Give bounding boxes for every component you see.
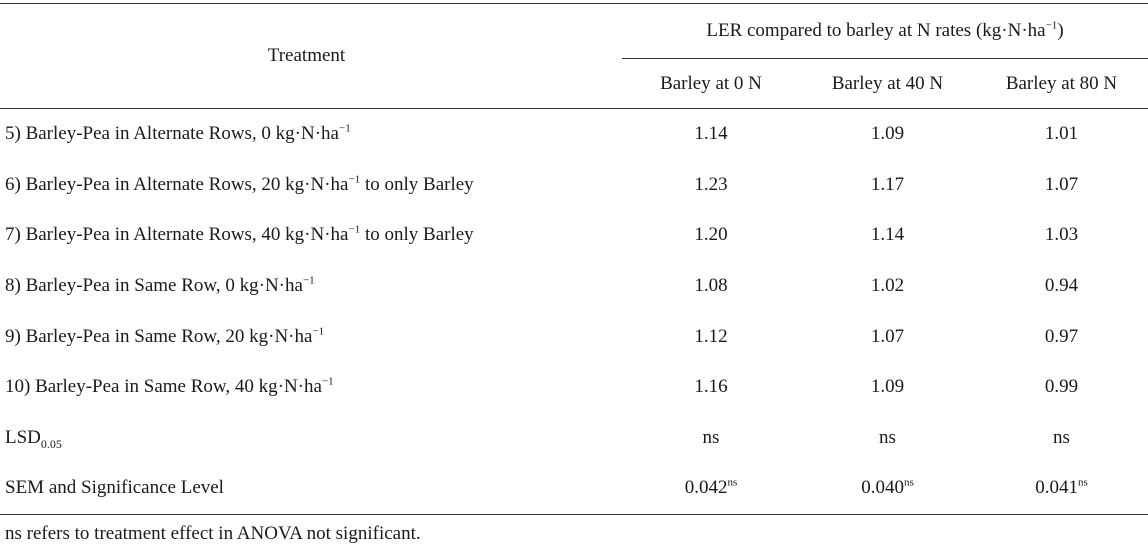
table-row: 5) Barley-Pea in Alternate Rows, 0 kg·N·… bbox=[0, 109, 1148, 160]
unit-exponent: −1 bbox=[302, 274, 315, 287]
treatment-column-header: Treatment bbox=[0, 3, 622, 109]
ler-value-0n: 1.14 bbox=[694, 123, 728, 145]
ler-group-header: LER compared to barley at N rates (kg·N·… bbox=[622, 3, 1148, 59]
lsd-label: LSD bbox=[5, 426, 41, 448]
treatment-label: 5) Barley-Pea in Alternate Rows, 0 kg·N·… bbox=[5, 123, 339, 145]
data-table-container: Treatment LER compared to barley at N ra… bbox=[0, 3, 1148, 515]
ler-table: Treatment LER compared to barley at N ra… bbox=[0, 3, 1148, 515]
ler-value-40n: 1.09 bbox=[870, 376, 905, 398]
ler-group-header-text: LER compared to barley at N rates (kg·N·… bbox=[706, 20, 1046, 41]
treatment-label-suffix: to only Barley bbox=[360, 224, 474, 246]
subheader-barley-40n: Barley at 40 N bbox=[800, 58, 975, 109]
treatment-cell: 6) Barley-Pea in Alternate Rows, 20 kg·N… bbox=[0, 160, 622, 211]
sem-significance-40n: ns bbox=[903, 477, 914, 490]
sem-value-80n-cell: 0.041ns bbox=[975, 463, 1148, 515]
ler-value-80n: 0.94 bbox=[1044, 275, 1079, 297]
ler-value-0n: 1.12 bbox=[694, 325, 728, 347]
lsd-value-0n: ns bbox=[702, 426, 720, 448]
lsd-label-cell: LSD0.05 bbox=[0, 413, 622, 464]
ler-value-40n: 1.07 bbox=[870, 325, 905, 347]
table-footnote: ns refers to treatment effect in ANOVA n… bbox=[5, 523, 421, 544]
ler-group-header-close: ) bbox=[1057, 20, 1064, 41]
sem-value-40n-cell: 0.040ns bbox=[800, 463, 975, 515]
treatment-cell: 9) Barley-Pea in Same Row, 20 kg·N·ha−1 bbox=[0, 311, 622, 362]
table-row: 8) Barley-Pea in Same Row, 0 kg·N·ha−1 1… bbox=[0, 261, 1148, 312]
ler-value-80n: 1.01 bbox=[1044, 123, 1079, 145]
table-row: 10) Barley-Pea in Same Row, 40 kg·N·ha−1… bbox=[0, 362, 1148, 413]
table-row: 9) Barley-Pea in Same Row, 20 kg·N·ha−1 … bbox=[0, 311, 1148, 362]
treatment-cell: 5) Barley-Pea in Alternate Rows, 0 kg·N·… bbox=[0, 109, 622, 160]
treatment-cell: 10) Barley-Pea in Same Row, 40 kg·N·ha−1 bbox=[0, 362, 622, 413]
sem-value-0n: 0.042 bbox=[684, 477, 728, 499]
lsd-value-40n: ns bbox=[879, 426, 896, 448]
ler-value-40n: 1.17 bbox=[870, 173, 905, 195]
ler-value-0n: 1.16 bbox=[694, 376, 728, 398]
table-header: Treatment LER compared to barley at N ra… bbox=[0, 3, 1148, 109]
table-row: 7) Barley-Pea in Alternate Rows, 40 kg·N… bbox=[0, 210, 1148, 261]
sem-row: SEM and Significance Level 0.042ns 0.040… bbox=[0, 463, 1148, 515]
treatment-label: 9) Barley-Pea in Same Row, 20 kg·N·ha bbox=[5, 325, 313, 347]
lsd-label-subscript: 0.05 bbox=[40, 436, 62, 451]
unit-exponent: −1 bbox=[312, 325, 325, 338]
ler-value-40n: 1.09 bbox=[870, 123, 905, 145]
ler-value-0n: 1.23 bbox=[694, 173, 728, 195]
lsd-value-80n: ns bbox=[1053, 426, 1070, 448]
ler-value-80n: 0.97 bbox=[1044, 325, 1079, 347]
ler-value-80n: 1.07 bbox=[1044, 173, 1079, 195]
sem-label: SEM and Significance Level bbox=[0, 463, 622, 515]
treatment-label-suffix: to only Barley bbox=[360, 173, 474, 195]
ler-value-40n: 1.02 bbox=[870, 275, 905, 297]
ler-value-80n: 0.99 bbox=[1044, 376, 1079, 398]
lsd-row: LSD0.05 ns ns ns bbox=[0, 413, 1148, 464]
ler-value-0n: 1.20 bbox=[694, 224, 728, 246]
sem-significance-0n: ns bbox=[727, 477, 738, 490]
sem-significance-80n: ns bbox=[1077, 477, 1088, 490]
sem-value-40n: 0.040 bbox=[861, 477, 904, 499]
ler-value-0n: 1.08 bbox=[694, 275, 728, 297]
table-row: 6) Barley-Pea in Alternate Rows, 20 kg·N… bbox=[0, 160, 1148, 211]
unit-exponent: −1 bbox=[348, 224, 361, 237]
subheader-barley-0n: Barley at 0 N bbox=[622, 58, 800, 109]
unit-exponent: −1 bbox=[339, 122, 351, 135]
ler-group-header-sup: −1 bbox=[1045, 19, 1058, 32]
unit-exponent: −1 bbox=[321, 375, 334, 388]
table-body: 5) Barley-Pea in Alternate Rows, 0 kg·N·… bbox=[0, 109, 1148, 515]
sem-value-80n: 0.041 bbox=[1035, 477, 1078, 499]
treatment-label: 10) Barley-Pea in Same Row, 40 kg·N·ha bbox=[5, 376, 322, 398]
treatment-label: 6) Barley-Pea in Alternate Rows, 20 kg·N… bbox=[5, 173, 349, 195]
subheader-barley-80n: Barley at 80 N bbox=[975, 58, 1148, 109]
treatment-label: 8) Barley-Pea in Same Row, 0 kg·N·ha bbox=[5, 275, 303, 297]
sem-value-0n-cell: 0.042ns bbox=[622, 463, 800, 515]
treatment-cell: 7) Barley-Pea in Alternate Rows, 40 kg·N… bbox=[0, 210, 622, 261]
treatment-label: 7) Barley-Pea in Alternate Rows, 40 kg·N… bbox=[5, 224, 349, 246]
ler-value-40n: 1.14 bbox=[870, 224, 905, 246]
treatment-cell: 8) Barley-Pea in Same Row, 0 kg·N·ha−1 bbox=[0, 261, 622, 312]
unit-exponent: −1 bbox=[348, 173, 361, 186]
ler-value-80n: 1.03 bbox=[1044, 224, 1079, 246]
